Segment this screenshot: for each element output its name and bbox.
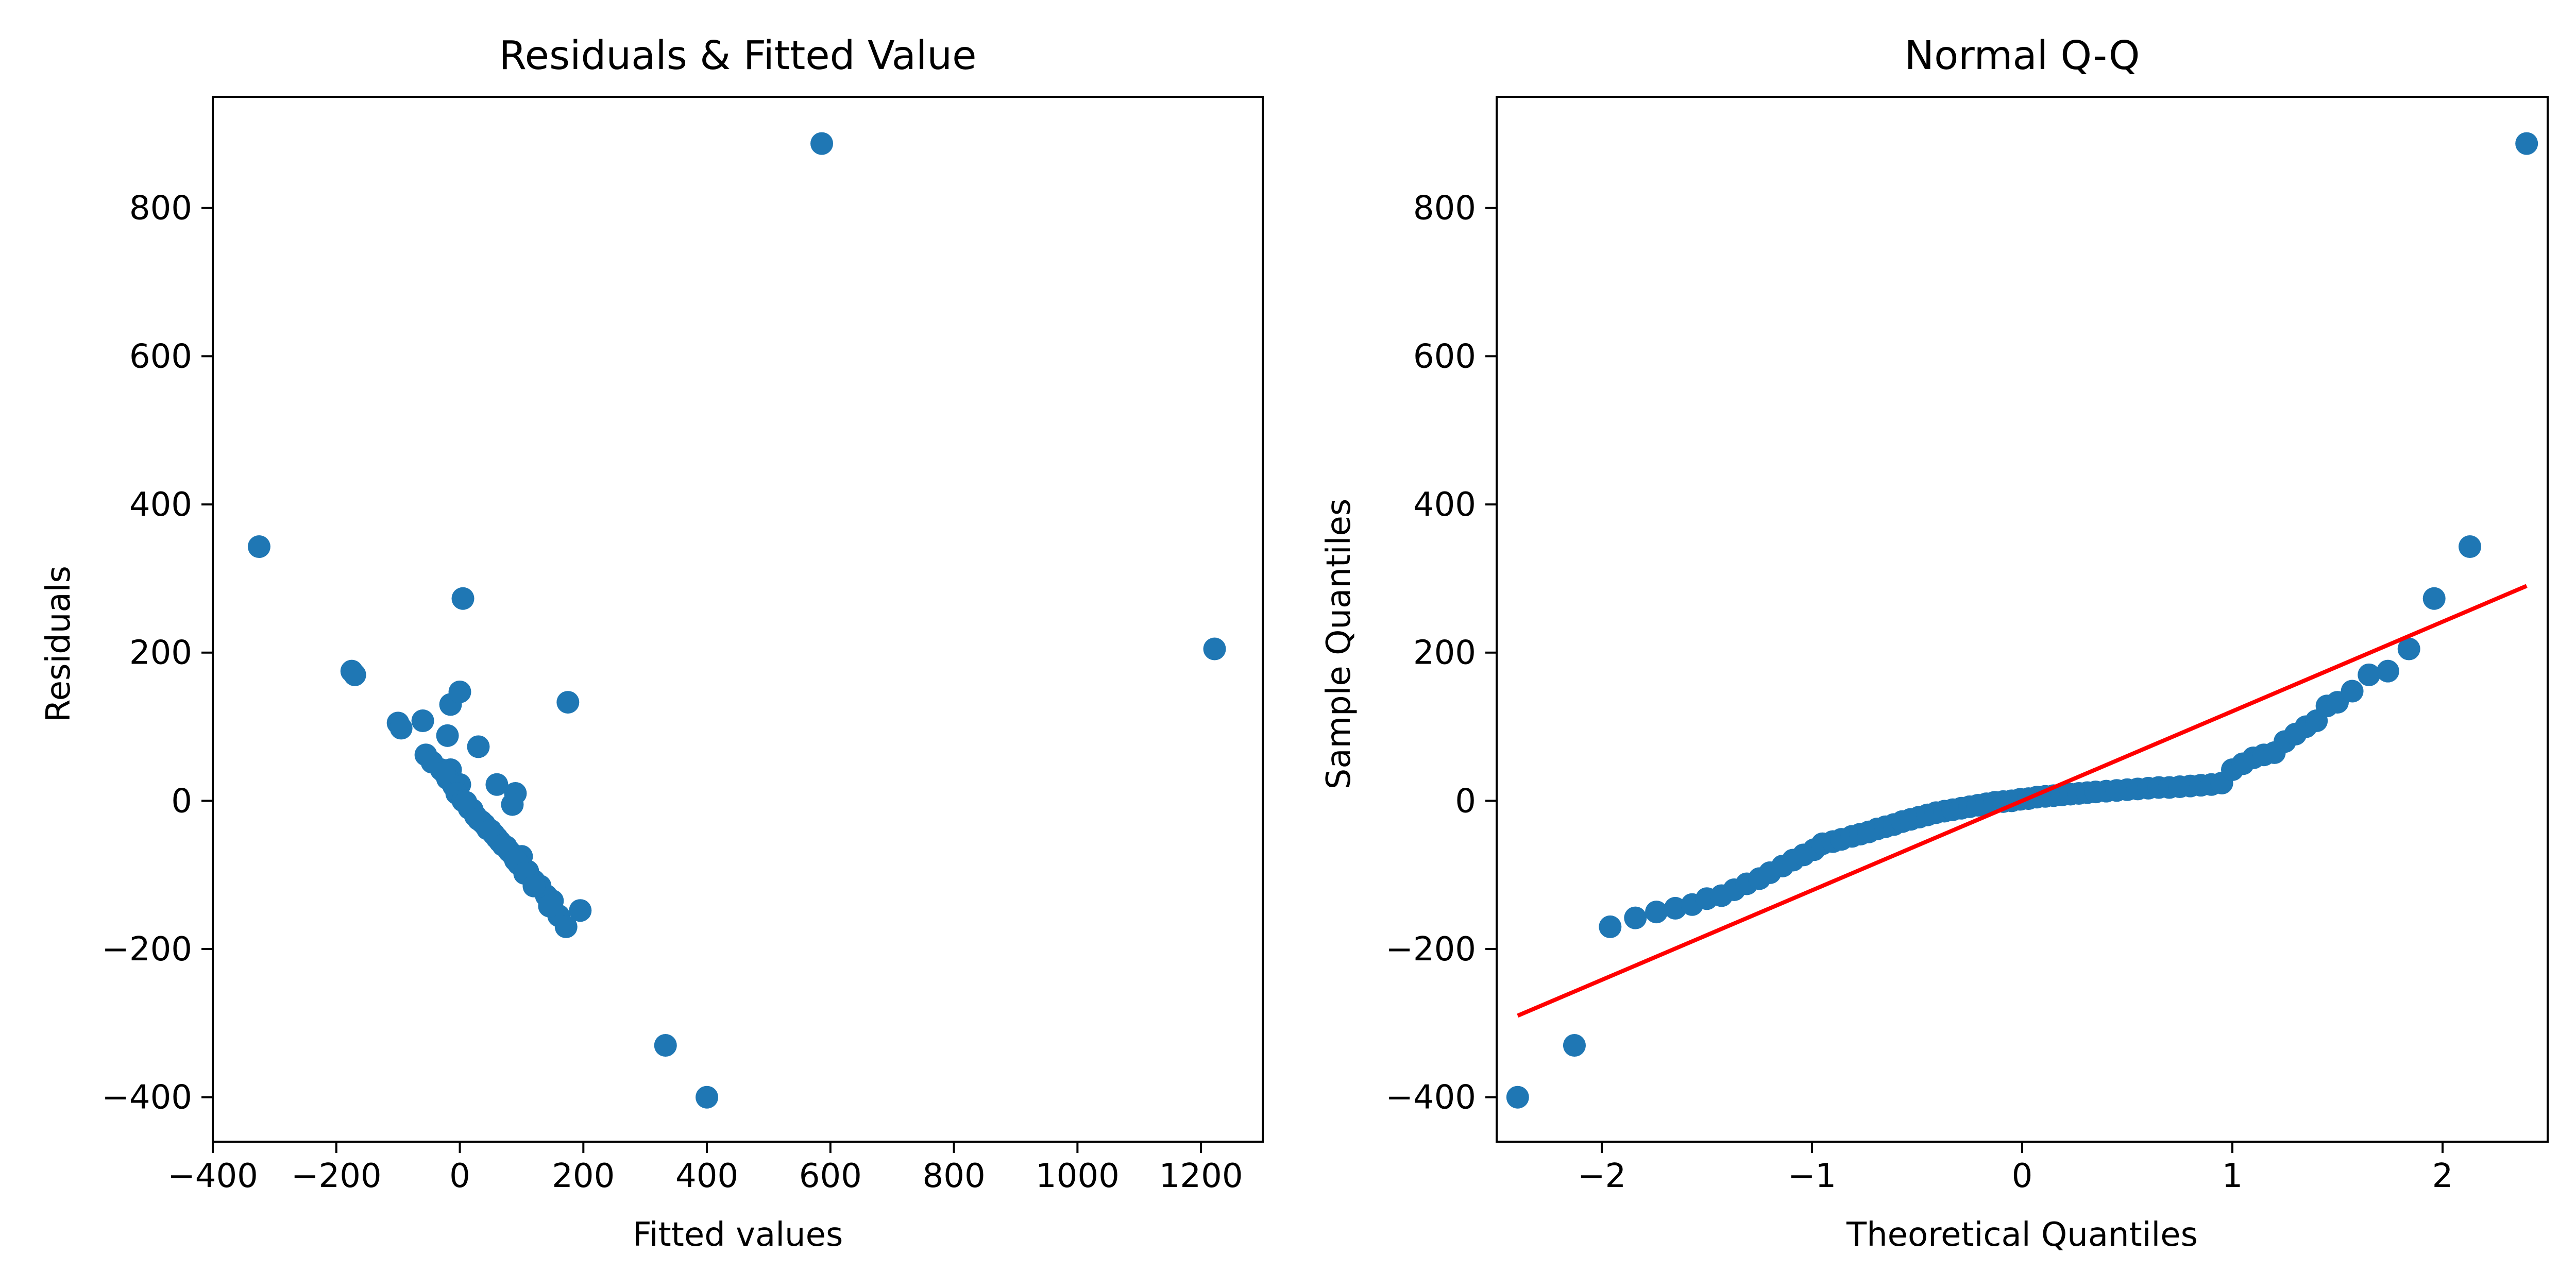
x-tick-label: 1200 [1159, 1157, 1243, 1195]
axis-ticks: −400 −200 0 200 400 600 800 1000 1200 −400 −200 0 20… [101, 190, 1243, 1195]
x-axis-label: Theoretical Quantiles [1846, 1216, 2198, 1254]
data-point [433, 761, 456, 784]
x-tick-label: 2 [2432, 1157, 2453, 1195]
x-tick-label: 1000 [1036, 1157, 1120, 1195]
x-tick-label: 0 [449, 1157, 470, 1195]
data-point [1563, 1034, 1586, 1057]
data-point [2341, 680, 2364, 703]
data-point [2459, 535, 2482, 558]
residuals-fitted-chart: Residuals & Fitted Value Fitted values R… [40, 33, 1264, 1254]
data-point [1624, 906, 1647, 929]
data-point [1506, 1086, 1529, 1109]
y-tick-label: 200 [129, 634, 192, 672]
scatter-points [247, 132, 1226, 1109]
x-tick-label: 0 [2012, 1157, 2033, 1195]
plot-frame [212, 96, 1264, 1143]
data-point [389, 717, 413, 740]
y-tick-label: 600 [129, 337, 192, 376]
data-point [556, 691, 580, 714]
reference-line [1517, 584, 2528, 1018]
data-point [454, 791, 478, 814]
data-point [1599, 915, 1622, 938]
data-point [2358, 663, 2381, 686]
chart-title: Normal Q-Q [1904, 33, 2140, 79]
data-point [501, 793, 524, 816]
y-tick-label: 0 [171, 782, 192, 820]
axis-ticks: −2 −1 0 1 2 −400 −200 0 200 400 600 800 [1385, 190, 2453, 1195]
y-axis-label: Residuals [40, 566, 78, 722]
data-point [492, 834, 515, 857]
data-point [554, 915, 578, 938]
data-point [485, 773, 509, 796]
y-tick-label: 400 [129, 486, 192, 524]
data-point [696, 1086, 719, 1109]
data-point [1645, 901, 1668, 924]
x-tick-label: −1 [1788, 1157, 1836, 1195]
data-point [479, 819, 502, 842]
data-point [448, 680, 471, 703]
data-point [2515, 132, 2538, 155]
data-point [451, 587, 474, 610]
data-point [2397, 637, 2420, 660]
x-tick-label: −200 [291, 1157, 382, 1195]
y-tick-label: −400 [1385, 1079, 1476, 1117]
normal-qq-chart: Normal Q-Q Theoretical Quantiles Sample … [1320, 33, 2549, 1254]
y-tick-label: 0 [1455, 782, 1476, 820]
data-point [411, 709, 434, 733]
scatter-points [1506, 132, 2538, 1109]
data-point [810, 132, 834, 155]
data-point [654, 1034, 677, 1057]
data-point [467, 735, 490, 758]
y-tick-label: −200 [1385, 930, 1476, 969]
y-tick-label: −400 [101, 1079, 192, 1117]
data-point [1203, 637, 1226, 660]
x-tick-label: −400 [167, 1157, 258, 1195]
y-tick-label: 400 [1413, 486, 1476, 524]
x-axis-label: Fitted values [633, 1216, 843, 1254]
x-tick-label: 600 [799, 1157, 862, 1195]
y-tick-label: 800 [129, 190, 192, 228]
data-point [569, 899, 592, 922]
x-tick-label: 800 [923, 1157, 986, 1195]
data-point [343, 663, 366, 686]
data-point [2422, 587, 2446, 610]
plot-frame [1496, 96, 2549, 1143]
data-point [436, 724, 459, 747]
y-axis-label: Sample Quantiles [1320, 499, 1358, 789]
x-tick-label: 200 [552, 1157, 615, 1195]
x-tick-label: −2 [1578, 1157, 1626, 1195]
y-tick-label: 600 [1413, 337, 1476, 376]
data-point [522, 874, 546, 897]
chart-title: Residuals & Fitted Value [499, 33, 977, 79]
data-point [538, 894, 561, 918]
y-tick-label: 800 [1413, 190, 1476, 228]
data-point [247, 535, 270, 558]
x-tick-label: 400 [675, 1157, 738, 1195]
y-tick-label: 200 [1413, 634, 1476, 672]
data-point [2376, 659, 2399, 683]
x-tick-label: 1 [2222, 1157, 2243, 1195]
y-tick-label: −200 [101, 930, 192, 969]
